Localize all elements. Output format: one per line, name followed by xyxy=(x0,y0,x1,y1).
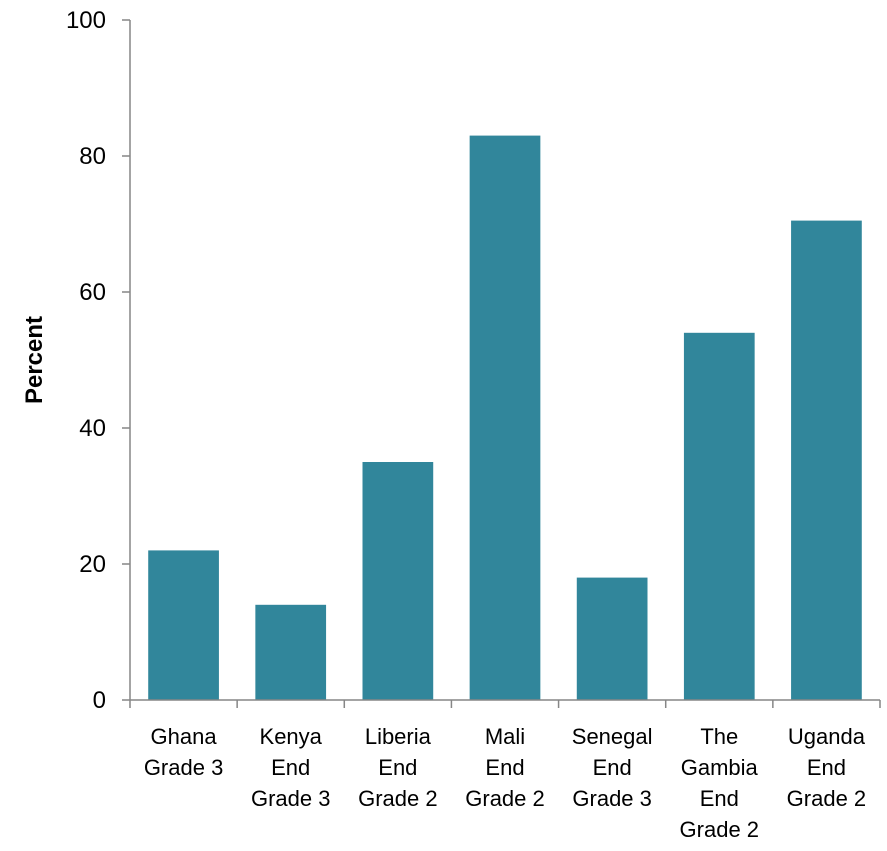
x-category-label: Kenya End Grade 3 xyxy=(251,724,331,811)
y-tick-label: 100 xyxy=(66,7,106,34)
y-tick-label: 40 xyxy=(79,415,106,442)
bar xyxy=(791,220,862,700)
y-tick-label: 80 xyxy=(79,143,106,170)
x-category-label: Ghana Grade 3 xyxy=(144,724,224,780)
bars-group xyxy=(148,135,862,701)
x-category-label: Liberia End Grade 2 xyxy=(358,724,438,811)
bar xyxy=(362,462,434,700)
x-category-label: Senegal End Grade 3 xyxy=(572,724,653,811)
bar xyxy=(148,550,219,700)
y-axis-title: Percent xyxy=(21,316,48,404)
x-category-label: Uganda End Grade 2 xyxy=(787,724,867,811)
x-axis-category-labels: Ghana Grade 3 Kenya End Grade 3 Liberia End Gra… xyxy=(144,724,866,842)
y-tick-label: 60 xyxy=(79,279,106,306)
x-axis-ticks xyxy=(129,700,881,708)
y-tick-label: 20 xyxy=(79,551,106,578)
bar xyxy=(469,135,541,701)
x-category-label: Mali End Grade 2 xyxy=(465,724,545,811)
bar xyxy=(255,604,327,700)
bar xyxy=(683,332,755,700)
bar xyxy=(576,577,648,700)
x-category-label: The Gambia End Grade 2 xyxy=(680,724,760,842)
y-axis-ticks: 0 20 40 60 80 100 xyxy=(66,7,130,714)
y-tick-label: 0 xyxy=(93,687,106,714)
